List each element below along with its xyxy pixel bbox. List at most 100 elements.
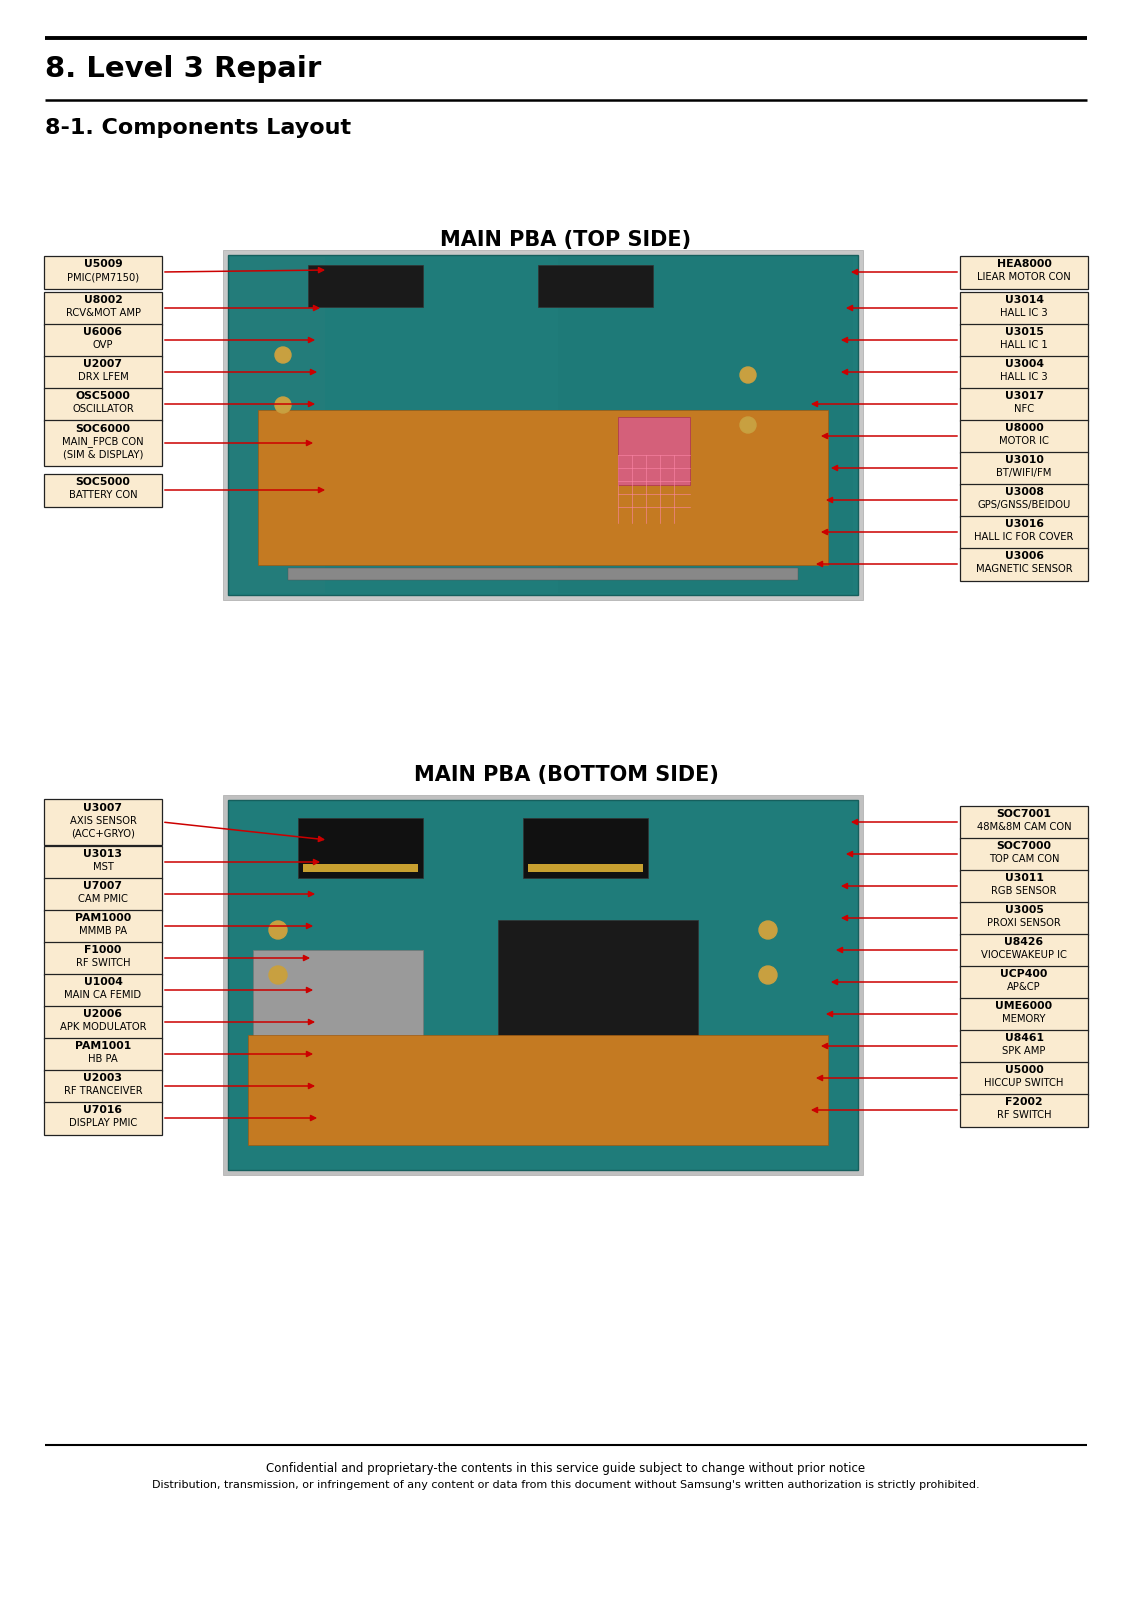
FancyBboxPatch shape xyxy=(44,419,162,466)
Text: Confidential and proprietary-the contents in this service guide subject to chang: Confidential and proprietary-the content… xyxy=(266,1462,866,1475)
Text: UCP400: UCP400 xyxy=(1001,969,1048,978)
FancyBboxPatch shape xyxy=(44,1037,162,1071)
Text: GPS/GNSS/BEIDOU: GPS/GNSS/BEIDOU xyxy=(977,500,1071,511)
Text: 48M&8M CAM CON: 48M&8M CAM CON xyxy=(977,821,1071,833)
Text: U3016: U3016 xyxy=(1004,519,1044,528)
Circle shape xyxy=(269,921,288,940)
Text: TOP CAM CON: TOP CAM CON xyxy=(988,853,1060,865)
Text: U3006: U3006 xyxy=(1004,551,1044,560)
Bar xyxy=(298,818,423,877)
Text: MAIN PBA (TOP SIDE): MAIN PBA (TOP SIDE) xyxy=(440,231,692,250)
Text: BATTERY CON: BATTERY CON xyxy=(69,490,137,500)
Text: U7007: U7007 xyxy=(84,881,122,892)
Text: U5000: U5000 xyxy=(1004,1065,1044,1074)
Text: HALL IC FOR COVER: HALL IC FOR COVER xyxy=(975,532,1073,543)
Text: CAM PMIC: CAM PMIC xyxy=(78,893,128,905)
Text: MAGNETIC SENSOR: MAGNETIC SENSOR xyxy=(976,564,1072,575)
Circle shape xyxy=(758,921,777,940)
Text: HICCUP SWITCH: HICCUP SWITCH xyxy=(985,1077,1064,1089)
Text: U3017: U3017 xyxy=(1004,391,1044,400)
Text: U8426: U8426 xyxy=(1004,937,1044,948)
Bar xyxy=(248,1034,827,1145)
FancyBboxPatch shape xyxy=(960,901,1088,935)
Text: MAIN PBA (BOTTOM SIDE): MAIN PBA (BOTTOM SIDE) xyxy=(413,765,719,784)
FancyBboxPatch shape xyxy=(44,387,162,421)
Bar xyxy=(308,266,423,307)
Text: F2002: F2002 xyxy=(1005,1097,1043,1106)
FancyBboxPatch shape xyxy=(44,474,162,506)
FancyBboxPatch shape xyxy=(44,941,162,975)
Text: MMMB PA: MMMB PA xyxy=(79,925,127,937)
Text: U8002: U8002 xyxy=(84,295,122,306)
Text: U3008: U3008 xyxy=(1004,487,1044,496)
Bar xyxy=(223,796,863,1175)
Text: SOC6000: SOC6000 xyxy=(76,424,130,434)
Text: U3007: U3007 xyxy=(84,802,122,812)
Bar xyxy=(228,800,858,1170)
FancyBboxPatch shape xyxy=(960,997,1088,1031)
Text: MAIN CA FEMID: MAIN CA FEMID xyxy=(65,989,142,1001)
Bar xyxy=(558,258,854,592)
Text: MST: MST xyxy=(93,861,113,873)
Text: OSC5000: OSC5000 xyxy=(76,391,130,400)
Text: U3015: U3015 xyxy=(1004,327,1044,336)
FancyBboxPatch shape xyxy=(44,1005,162,1039)
FancyBboxPatch shape xyxy=(44,973,162,1007)
FancyBboxPatch shape xyxy=(44,909,162,943)
FancyBboxPatch shape xyxy=(960,419,1088,453)
FancyBboxPatch shape xyxy=(960,837,1088,871)
Text: SOC5000: SOC5000 xyxy=(76,477,130,487)
FancyBboxPatch shape xyxy=(44,256,162,288)
Text: AP&CP: AP&CP xyxy=(1007,981,1040,993)
Text: F1000: F1000 xyxy=(84,945,121,956)
Bar xyxy=(538,266,653,307)
Text: U3014: U3014 xyxy=(1004,295,1044,306)
Bar xyxy=(498,921,698,1081)
FancyBboxPatch shape xyxy=(44,1069,162,1103)
FancyBboxPatch shape xyxy=(960,965,1088,999)
Text: DISPLAY PMIC: DISPLAY PMIC xyxy=(69,1117,137,1129)
Text: SOC7000: SOC7000 xyxy=(996,841,1052,852)
FancyBboxPatch shape xyxy=(960,256,1088,288)
FancyBboxPatch shape xyxy=(44,291,162,325)
Text: UME6000: UME6000 xyxy=(995,1001,1053,1010)
Text: HALL IC 3: HALL IC 3 xyxy=(1001,371,1048,383)
Text: PMIC(PM7150): PMIC(PM7150) xyxy=(67,272,139,282)
Text: HALL IC 1: HALL IC 1 xyxy=(1001,339,1048,351)
FancyBboxPatch shape xyxy=(44,877,162,911)
FancyBboxPatch shape xyxy=(960,516,1088,549)
Text: U7016: U7016 xyxy=(84,1105,122,1114)
Text: U2007: U2007 xyxy=(84,359,122,368)
Text: (SIM & DISPLAY): (SIM & DISPLAY) xyxy=(62,450,143,459)
Bar xyxy=(223,250,863,600)
Text: AXIS SENSOR: AXIS SENSOR xyxy=(69,815,137,826)
Circle shape xyxy=(275,347,291,363)
Text: MOTOR IC: MOTOR IC xyxy=(1000,435,1049,447)
FancyBboxPatch shape xyxy=(44,799,162,845)
Text: U8461: U8461 xyxy=(1004,1033,1044,1042)
Bar xyxy=(288,568,798,580)
Text: U1004: U1004 xyxy=(84,977,122,986)
Text: U2003: U2003 xyxy=(84,1073,122,1082)
Text: MAIN_FPCB CON: MAIN_FPCB CON xyxy=(62,437,144,447)
Text: HB PA: HB PA xyxy=(88,1053,118,1065)
Text: RF TRANCEIVER: RF TRANCEIVER xyxy=(63,1085,143,1097)
Text: PAM1000: PAM1000 xyxy=(75,913,131,924)
Bar xyxy=(618,416,691,485)
FancyBboxPatch shape xyxy=(44,845,162,879)
Bar xyxy=(228,255,858,596)
Text: HEA8000: HEA8000 xyxy=(996,259,1052,269)
Bar xyxy=(230,258,325,592)
FancyBboxPatch shape xyxy=(960,1061,1088,1095)
Text: 8-1. Components Layout: 8-1. Components Layout xyxy=(45,118,351,138)
Text: Distribution, transmission, or infringement of any content or data from this doc: Distribution, transmission, or infringem… xyxy=(152,1479,980,1491)
Text: U3010: U3010 xyxy=(1004,455,1044,464)
Text: U3005: U3005 xyxy=(1004,905,1044,916)
FancyBboxPatch shape xyxy=(960,1093,1088,1127)
Bar xyxy=(303,865,418,873)
FancyBboxPatch shape xyxy=(960,451,1088,485)
Text: U3013: U3013 xyxy=(84,849,122,860)
FancyBboxPatch shape xyxy=(44,1101,162,1135)
FancyBboxPatch shape xyxy=(960,933,1088,967)
FancyBboxPatch shape xyxy=(960,548,1088,581)
